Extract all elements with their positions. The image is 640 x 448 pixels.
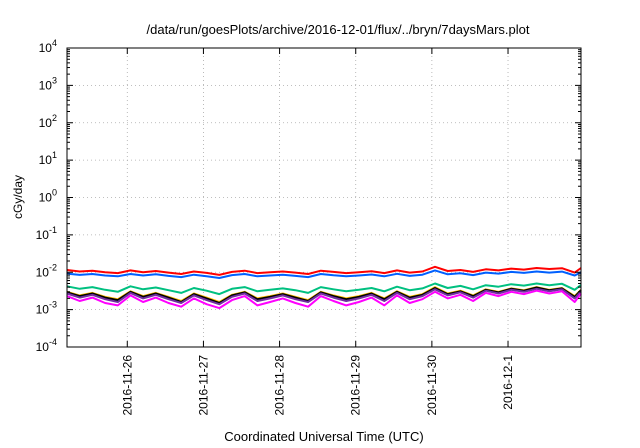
grid [67, 48, 581, 347]
y-tick-label: 10-3 [36, 300, 57, 317]
x-tick-label: 2016-11-30 [425, 355, 439, 416]
series-lines [66, 265, 582, 310]
x-tick-label: 2016-11-26 [120, 355, 134, 416]
chart-title: /data/run/goesPlots/archive/2016-12-01/f… [147, 22, 530, 37]
y-tick-label: 104 [39, 38, 57, 55]
y-axis-label: cGy/day [11, 175, 25, 219]
y-tick-label: 10-4 [36, 337, 57, 354]
x-axis-label: Coordinated Universal Time (UTC) [224, 429, 423, 444]
y-tick-label: 100 [39, 188, 57, 205]
y-tick-label: 102 [39, 113, 57, 130]
y-tick-label: 10-2 [36, 262, 57, 279]
series-line-3 [66, 282, 582, 296]
x-tick-label: 2016-11-27 [196, 355, 210, 416]
series-line-7 [66, 289, 582, 310]
y-tick-label: 101 [39, 150, 57, 167]
x-tick-label: 2016-11-28 [273, 355, 287, 416]
y-tick-label: 103 [39, 75, 57, 92]
series-line-6 [66, 287, 582, 306]
y-axis: 10-4 10-3 10-2 10-1 100 101 102 103 104 [36, 38, 581, 354]
series-line-2 [66, 269, 582, 279]
series-line-1 [66, 265, 582, 276]
y-tick-label: 10-1 [36, 225, 57, 242]
x-tick-label: 2016-12-1 [501, 355, 515, 410]
x-axis: 2016-11-26 2016-11-27 2016-11-28 2016-11-29… [120, 48, 515, 416]
series-line-5 [66, 286, 582, 304]
x-tick-label: 2016-11-29 [349, 355, 363, 416]
